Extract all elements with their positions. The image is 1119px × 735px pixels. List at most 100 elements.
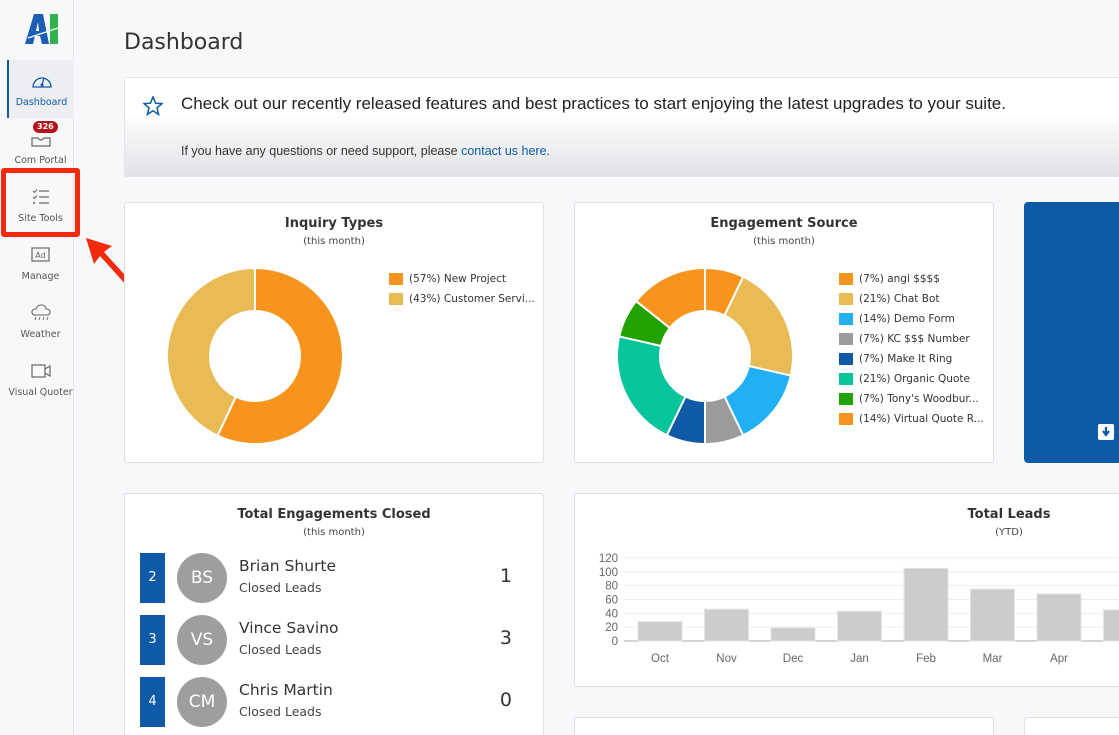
legend-label: (7%) Make It Ring (859, 353, 953, 365)
sidebar-item-dashboard[interactable]: Dashboard (7, 60, 74, 118)
legend-swatch (839, 413, 853, 425)
card-title: Total Leads (967, 507, 1051, 522)
legend-swatch (839, 353, 853, 365)
contact-us-link[interactable]: contact us here (461, 144, 547, 158)
legend-item[interactable]: (14%) Demo Form (839, 309, 984, 329)
legend-swatch (839, 313, 853, 325)
leaderboard-row[interactable]: 2 BS Brian Shurte Closed Leads 1 (140, 553, 530, 603)
y-tick-label: 20 (605, 622, 618, 634)
inquiry-types-card: Inquiry Types (this month) (57%) New Pro… (124, 202, 544, 463)
engagement-source-card: Engagement Source (this month) (7%) angi… (574, 202, 994, 463)
avatar: CM (177, 677, 227, 727)
sidebar-item-weather[interactable]: Weather (7, 292, 74, 350)
x-tick-label: Apr (1050, 653, 1068, 665)
app-logo[interactable] (25, 14, 59, 44)
donut-slice-organic-quote[interactable] (616, 335, 687, 437)
banner-headline: Check out our recently released features… (181, 94, 1006, 113)
donut-slice-chat-bot[interactable] (723, 275, 794, 377)
legend-label: (7%) Tony's Woodbur... (859, 393, 979, 405)
user-name: Chris Martin (239, 681, 333, 699)
inquiry-types-legend: (57%) New Project (43%) Customer Servi... (389, 269, 535, 309)
donut-slice-virtual-quote-r[interactable] (634, 266, 706, 330)
user-subtitle: Closed Leads (239, 704, 322, 719)
card-subtitle: (this month) (303, 527, 365, 538)
legend-item[interactable]: (21%) Organic Quote (839, 369, 984, 389)
user-name: Brian Shurte (239, 557, 337, 575)
user-subtitle: Closed Leads (239, 642, 322, 657)
avatar: BS (177, 553, 227, 603)
sidebar: Dashboard 326 Com Portal Site Tools Ad M… (7, 0, 74, 735)
cloud-rain-icon (30, 304, 51, 321)
sidebar-item-site-tools[interactable]: Site Tools (7, 176, 74, 234)
bottom-right-card (1024, 717, 1119, 735)
highlight-annotation (1, 168, 80, 237)
bar-dec[interactable] (770, 627, 816, 642)
closed-count: 3 (499, 627, 512, 649)
bar-apr[interactable] (1036, 593, 1082, 642)
donut-slice-customer-servi[interactable] (166, 266, 256, 437)
banner-subtext: If you have any questions or need suppor… (181, 144, 550, 158)
bar-oct[interactable] (637, 621, 683, 642)
bar-feb[interactable] (903, 567, 949, 642)
legend-item[interactable]: (14%) Virtual Quote R... (839, 409, 984, 429)
total-leads-bar-chart: 020406080100120OctNovDecJanFebMarAprM (599, 553, 1119, 665)
sidebar-item-label: Site Tools (18, 213, 63, 224)
leaderboard-row[interactable]: 4 CM Chris Martin Closed Leads 0 (140, 677, 530, 727)
rank-badge: 2 (140, 553, 165, 603)
legend-swatch (389, 273, 403, 285)
legend-item[interactable]: (7%) KC $$$ Number (839, 329, 984, 349)
x-tick-label: Nov (716, 653, 737, 665)
legend-label: (21%) Organic Quote (859, 373, 970, 385)
legend-swatch (839, 373, 853, 385)
sidebar-item-label: Com Portal (14, 155, 67, 166)
chat-conversation-card (574, 717, 994, 735)
legend-swatch (839, 333, 853, 345)
card-subtitle: (this month) (303, 236, 365, 247)
bar-m[interactable] (1103, 609, 1119, 642)
sidebar-item-manage[interactable]: Ad Manage (7, 234, 74, 292)
legend-item[interactable]: (7%) Tony's Woodbur... (839, 389, 984, 409)
legend-item[interactable]: (7%) Make It Ring (839, 349, 984, 369)
announcement-banner: Check out our recently released features… (124, 77, 1119, 177)
x-tick-label: Dec (783, 653, 804, 665)
legend-item[interactable]: (7%) angi $$$$ (839, 269, 984, 289)
sidebar-item-label: Visual Quoter (8, 387, 73, 398)
sidebar-item-label: Manage (21, 271, 60, 282)
sidebar-item-visual-quoter[interactable]: Visual Quoter (7, 350, 74, 408)
legend-item[interactable]: (21%) Chat Bot (839, 289, 984, 309)
bar-mar[interactable] (970, 588, 1015, 642)
x-tick-label: Jan (850, 653, 869, 665)
legend-label: (14%) Virtual Quote R... (859, 413, 984, 425)
leaderboard-row[interactable]: 3 VS Vince Savino Closed Leads 3 (140, 615, 530, 665)
legend-label: (21%) Chat Bot (859, 293, 940, 305)
card-title: Total Engagements Closed (237, 507, 431, 522)
legend-label: (14%) Demo Form (859, 313, 955, 325)
card-title: Inquiry Types (284, 216, 384, 231)
promo-card (1024, 202, 1119, 463)
bar-nov[interactable] (704, 608, 749, 642)
user-name: Vince Savino (239, 619, 339, 637)
legend-item[interactable]: (57%) New Project (389, 269, 535, 289)
inbox-icon (30, 137, 51, 147)
inquiry-types-donut (166, 266, 344, 445)
banner-subtext-prefix: If you have any questions or need suppor… (181, 144, 462, 158)
x-tick-label: Oct (651, 653, 670, 665)
y-tick-label: 120 (599, 553, 618, 565)
y-tick-label: 80 (605, 581, 618, 593)
legend-item[interactable]: (43%) Customer Servi... (389, 289, 535, 309)
sidebar-item-com-portal[interactable]: 326 Com Portal (7, 118, 74, 176)
donut-slice-new-project[interactable] (216, 266, 344, 445)
legend-label: (7%) angi $$$$ (859, 273, 940, 285)
engagements-closed-card: Total Engagements Closed (this month) 2 … (124, 493, 544, 735)
closed-count: 0 (499, 689, 512, 711)
y-tick-label: 60 (605, 595, 618, 607)
download-icon[interactable] (1098, 424, 1114, 440)
card-subtitle: (YTD) (995, 527, 1023, 538)
bar-jan[interactable] (837, 610, 882, 642)
legend-swatch (389, 293, 403, 305)
y-tick-label: 40 (605, 608, 618, 620)
legend-label: (43%) Customer Servi... (409, 293, 535, 305)
legend-label: (57%) New Project (409, 273, 507, 285)
sidebar-item-label: Dashboard (15, 97, 68, 108)
y-tick-label: 100 (599, 567, 618, 579)
